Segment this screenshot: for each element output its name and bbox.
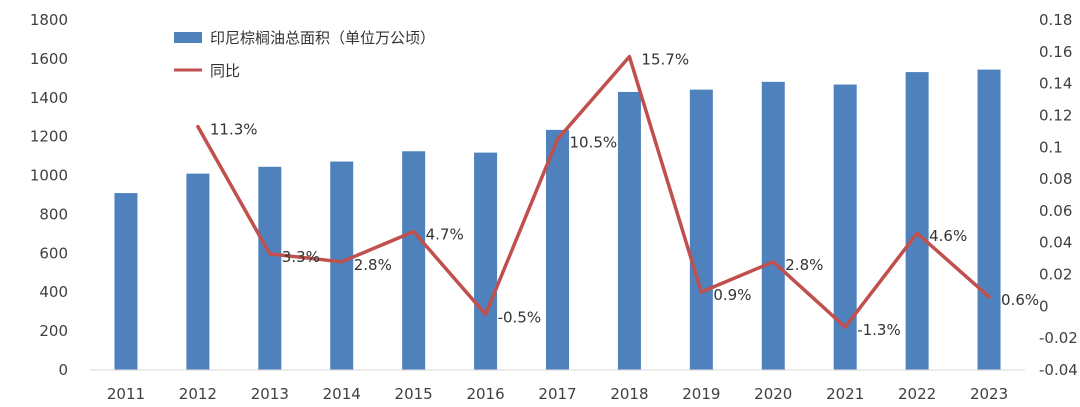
bar xyxy=(114,193,138,370)
left-tick-label: 1800 xyxy=(30,11,68,29)
x-axis: 2011 2012 2013 2014 2015 2016 2017 2018 2019 2020… xyxy=(107,385,1008,403)
right-tick-label: 0.08 xyxy=(1039,170,1072,188)
x-tick-label: 2016 xyxy=(466,385,504,403)
bar xyxy=(617,91,641,370)
right-tick-label: 0.02 xyxy=(1039,266,1072,284)
right-tick-label: 0.14 xyxy=(1039,75,1072,93)
legend: 印尼棕榈油总面积（单位万公顷） 同比 xyxy=(174,29,435,80)
bar xyxy=(905,72,929,370)
right-tick-label: 0.1 xyxy=(1039,138,1063,156)
line-data-label: 15.7% xyxy=(641,51,689,69)
line-data-label: 0.6% xyxy=(1001,291,1039,309)
left-tick-label: 1000 xyxy=(30,167,68,185)
right-tick-label: 0.06 xyxy=(1039,202,1072,220)
left-tick-label: 1200 xyxy=(30,128,68,146)
right-tick-label: 0.16 xyxy=(1039,43,1072,61)
line-data-label: -0.5% xyxy=(498,308,542,326)
left-tick-label: 0 xyxy=(58,361,68,379)
bar xyxy=(402,151,426,370)
line-data-label: 2.8% xyxy=(785,256,823,274)
bar xyxy=(258,166,282,370)
line-data-label: 10.5% xyxy=(570,133,618,151)
right-tick-label: 0.18 xyxy=(1039,11,1072,29)
x-tick-label: 2017 xyxy=(538,385,576,403)
bar xyxy=(330,161,354,370)
line-data-label: -1.3% xyxy=(857,321,901,339)
bar xyxy=(761,81,785,370)
right-tick-label: 0.04 xyxy=(1039,234,1072,252)
left-tick-label: 1600 xyxy=(30,50,68,68)
x-tick-label: 2022 xyxy=(898,385,936,403)
bar xyxy=(546,129,569,370)
legend-label-line: 同比 xyxy=(210,62,240,80)
line-data-labels: 11.3% 3.3% 2.8% 4.7% -0.5% 10.5% 15.7% 0.9% 2.8%… xyxy=(210,51,1039,339)
bar xyxy=(833,84,857,371)
line-data-label: 0.9% xyxy=(713,286,751,304)
x-tick-label: 2021 xyxy=(826,385,864,403)
line-series xyxy=(196,54,991,329)
line-data-label: 2.8% xyxy=(354,256,392,274)
left-axis: 0 200 400 600 800 1000 1200 1400 1600 1800 xyxy=(30,11,68,379)
x-tick-label: 2011 xyxy=(107,385,145,403)
x-tick-label: 2013 xyxy=(251,385,289,403)
x-tick-label: 2018 xyxy=(610,385,648,403)
x-tick-label: 2020 xyxy=(754,385,792,403)
left-tick-label: 800 xyxy=(39,205,68,223)
right-axis: -0.04 -0.02 0 0.02 0.04 0.06 0.08 0.1 0.12 0.14 0.… xyxy=(1039,11,1078,379)
legend-label-bar: 印尼棕榈油总面积（单位万公顷） xyxy=(210,29,435,47)
left-tick-label: 200 xyxy=(39,322,68,340)
right-tick-label: 0.12 xyxy=(1039,106,1072,124)
left-tick-label: 600 xyxy=(39,244,68,262)
right-tick-label: -0.02 xyxy=(1039,329,1078,347)
bar-series xyxy=(114,69,1001,371)
bar xyxy=(186,173,210,370)
bar xyxy=(474,152,498,370)
x-tick-label: 2014 xyxy=(323,385,361,403)
line-yoy xyxy=(196,54,991,329)
line-data-label: 4.7% xyxy=(426,226,464,244)
bar xyxy=(689,89,713,370)
x-tick-label: 2012 xyxy=(179,385,217,403)
right-tick-label: 0 xyxy=(1039,297,1049,315)
line-data-label: 3.3% xyxy=(282,248,320,266)
right-tick-label: -0.04 xyxy=(1039,361,1078,379)
line-data-label: 11.3% xyxy=(210,121,258,139)
legend-swatch-bar xyxy=(174,32,202,43)
x-tick-label: 2019 xyxy=(682,385,720,403)
line-data-label: 4.6% xyxy=(929,227,967,245)
bar xyxy=(977,69,1001,370)
left-tick-label: 400 xyxy=(39,283,68,301)
x-tick-label: 2015 xyxy=(395,385,433,403)
left-tick-label: 1400 xyxy=(30,89,68,107)
x-tick-label: 2023 xyxy=(970,385,1008,403)
